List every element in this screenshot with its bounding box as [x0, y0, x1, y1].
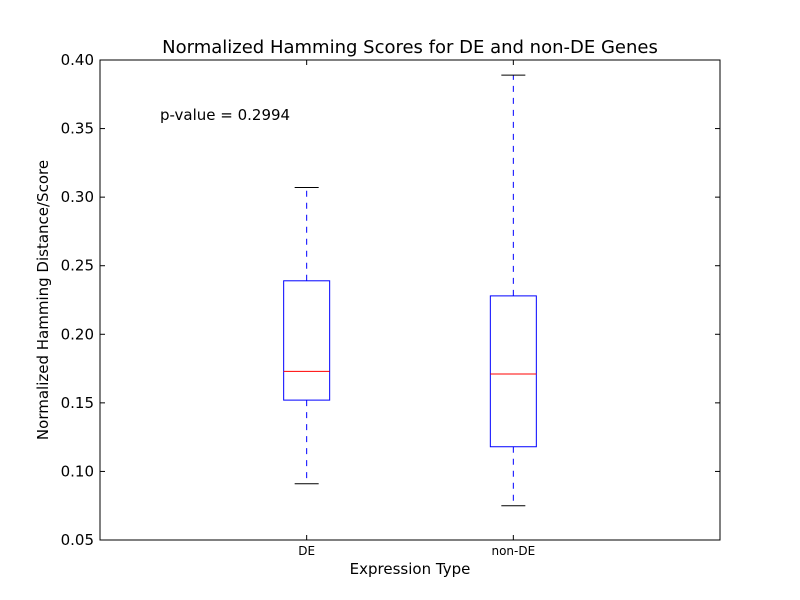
box-series: [283, 74, 537, 507]
p-value-annotation: p-value = 0.2994: [160, 106, 290, 124]
y-tick-label: 0.20: [61, 325, 94, 343]
y-tick-label: 0.30: [61, 188, 94, 206]
y-tick-label: 0.40: [61, 51, 94, 69]
chart-title: Normalized Hamming Scores for DE and non…: [162, 37, 658, 58]
x-axis-label: Expression Type: [350, 560, 471, 578]
x-axis-ticks: DE non-DE: [298, 60, 535, 558]
plot-area-frame: [99, 59, 721, 541]
y-tick-label: 0.05: [61, 531, 94, 549]
y-tick-label: 0.10: [61, 462, 94, 480]
iqr-box: [489, 295, 537, 448]
y-tick-label: 0.35: [61, 120, 94, 138]
y-axis-ticks: 0.05 0.10 0.15 0.20 0.25 0.30 0.35 0.40: [61, 51, 720, 549]
box-non-de: [489, 74, 537, 507]
y-tick-label: 0.25: [61, 257, 94, 275]
y-axis-label: Normalized Hamming Distance/Score: [34, 160, 52, 440]
iqr-box: [283, 280, 331, 401]
x-tick-label: DE: [298, 544, 315, 558]
y-tick-label: 0.15: [61, 394, 94, 412]
x-tick-label: non-DE: [491, 544, 535, 558]
box-de: [283, 187, 331, 485]
